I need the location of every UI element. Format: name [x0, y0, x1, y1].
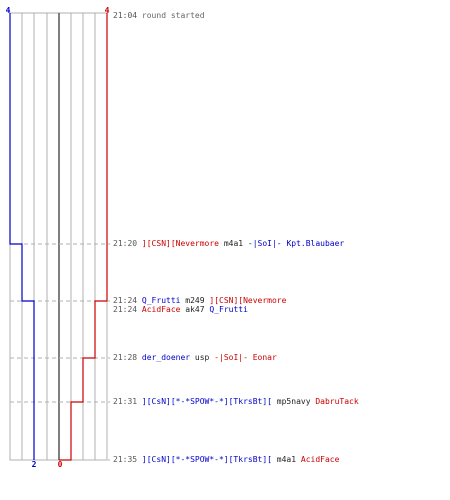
event-time: 21:24 — [113, 296, 138, 305]
weapon-name: m4a1 — [223, 239, 244, 248]
killer-name[interactable]: der_doener — [141, 353, 191, 362]
killer-name[interactable]: ][CsN][*-*SPOW*-*][TkrsBt][ — [141, 397, 272, 406]
event-row-round-start: 21:04 round started — [113, 11, 205, 21]
event-time: 21:31 — [113, 397, 138, 406]
red-team-alive-line — [59, 13, 108, 461]
kill-row: 21:31 ][CsN][*-*SPOW*-*][TkrsBt][ mp5nav… — [113, 397, 359, 407]
event-time: 21:35 — [113, 455, 138, 464]
timeline-grid — [9, 12, 108, 461]
blue-team-alive-line — [9, 13, 35, 460]
killer-name[interactable]: ][CSN][Nevermore — [141, 239, 219, 248]
victim-name[interactable]: -|SoI|- Eonar — [214, 353, 277, 362]
red-final-count: 0 — [58, 460, 63, 469]
weapon-name: mp5navy — [276, 397, 311, 406]
victim-name[interactable]: AcidFace — [300, 455, 340, 464]
event-message: round started — [141, 11, 205, 20]
victim-name[interactable]: Q_Frutti — [209, 305, 248, 314]
weapon-name: ak47 — [185, 305, 205, 314]
event-time: 21:04 — [113, 11, 138, 20]
event-time: 21:24 — [113, 305, 138, 314]
event-time: 21:28 — [113, 353, 138, 362]
weapon-name: m249 — [185, 296, 205, 305]
killer-name[interactable]: Q_Frutti — [141, 296, 181, 305]
red-start-count: 4 — [105, 6, 110, 15]
blue-start-count: 4 — [6, 6, 11, 15]
event-time: 21:20 — [113, 239, 138, 248]
killer-name[interactable]: AcidFace — [141, 305, 181, 314]
kill-row: 21:20 ][CSN][Nevermore m4a1 -|SoI|- Kpt.… — [113, 239, 344, 249]
victim-name[interactable]: ][CSN][Nevermore — [209, 296, 287, 305]
kill-row: 21:35 ][CsN][*-*SPOW*-*][TkrsBt][ m4a1 A… — [113, 455, 339, 465]
weapon-name: m4a1 — [276, 455, 297, 464]
weapon-name: usp — [194, 353, 210, 362]
victim-name[interactable]: DabruTack — [315, 397, 359, 406]
victim-name[interactable]: -|SoI|- Kpt.Blaubaer — [247, 239, 345, 248]
blue-final-count: 2 — [32, 460, 37, 469]
killer-name[interactable]: ][CsN][*-*SPOW*-*][TkrsBt][ — [141, 455, 272, 464]
kill-row: 21:24 AcidFace ak47 Q_Frutti — [113, 305, 248, 315]
kill-row: 21:28 der_doener usp -|SoI|- Eonar — [113, 353, 277, 363]
kill-row: 21:24 Q_Frutti m249 ][CSN][Nevermore — [113, 296, 286, 306]
